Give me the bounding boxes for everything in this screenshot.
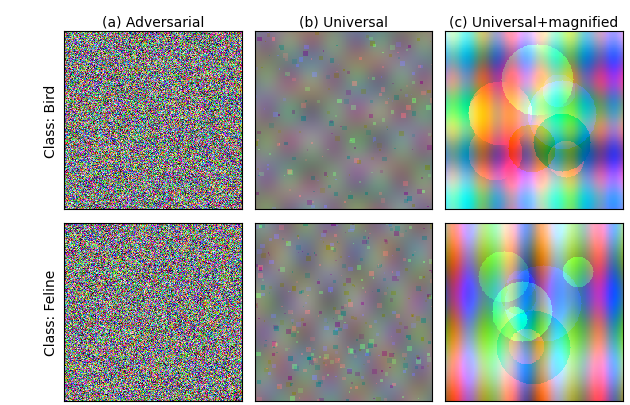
Y-axis label: Class: Bird: Class: Bird [45, 84, 59, 158]
Y-axis label: Class: Feline: Class: Feline [45, 269, 59, 355]
Title: (c) Universal+magnified: (c) Universal+magnified [449, 16, 619, 30]
Title: (a) Adversarial: (a) Adversarial [101, 16, 204, 30]
Title: (b) Universal: (b) Universal [299, 16, 388, 30]
